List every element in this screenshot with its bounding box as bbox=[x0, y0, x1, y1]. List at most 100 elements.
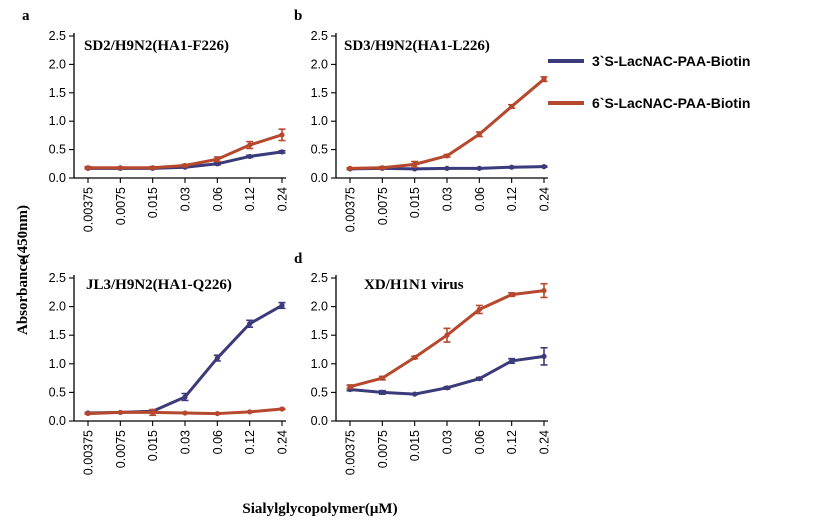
legend: 3`S-LacNAC-PAA-Biotin 6`S-LacNAC-PAA-Bio… bbox=[548, 53, 750, 111]
panel-letter: d bbox=[294, 251, 303, 267]
data-point-6s bbox=[347, 165, 353, 171]
x-axis-title: Sialylglycopolymer(μM) bbox=[242, 501, 397, 517]
y-tick-label: 2.0 bbox=[311, 57, 328, 71]
y-tick-label: 0.5 bbox=[49, 143, 66, 157]
x-tick-label: 0.24 bbox=[538, 430, 552, 454]
data-point-3s bbox=[509, 164, 515, 170]
y-tick-label: 1.5 bbox=[49, 86, 66, 100]
y-tick-label: 1.0 bbox=[311, 357, 328, 371]
chart-panel-d: d XD/H1N1 virus 0.0 0.5 1.0 1.5 2.0 2.5 0.00375 0… bbox=[294, 251, 552, 475]
y-tick-label: 2.5 bbox=[49, 29, 66, 43]
data-point-3s bbox=[379, 389, 385, 395]
y-tick-label: 1.5 bbox=[311, 328, 328, 342]
x-tick-label: 0.06 bbox=[211, 187, 225, 211]
x-tick-label: 0.06 bbox=[473, 430, 487, 454]
data-point-6s bbox=[444, 153, 450, 159]
data-point-6s bbox=[214, 410, 220, 417]
y-tick-label: 0.5 bbox=[311, 143, 328, 157]
x-tick-label: 0.0075 bbox=[376, 430, 390, 468]
data-point-6s bbox=[247, 409, 253, 415]
y-tick-label: 2.0 bbox=[49, 300, 66, 314]
x-tick-label: 0.00375 bbox=[82, 430, 96, 475]
y-tick-label: 2.0 bbox=[311, 300, 328, 314]
x-tick-label: 0.015 bbox=[408, 430, 422, 461]
x-tick-label: 0.24 bbox=[276, 430, 290, 454]
chart-panel-c: c JL3/H9N2(HA1-Q226) 0.0 0.5 1.0 1.5 2.0 2.5 0.0… bbox=[22, 251, 290, 475]
data-point-6s bbox=[150, 165, 156, 171]
x-tick-label: 0.12 bbox=[505, 187, 519, 211]
y-tick-label: 1.0 bbox=[311, 114, 328, 128]
x-tick-label: 0.03 bbox=[441, 430, 455, 454]
x-tick-label: 0.015 bbox=[146, 187, 160, 218]
y-tick-label: 0.5 bbox=[311, 385, 328, 399]
data-point-6s bbox=[509, 291, 515, 298]
data-point-6s bbox=[182, 410, 188, 416]
x-tick-label: 0.06 bbox=[211, 430, 225, 454]
data-point-6s bbox=[541, 287, 547, 294]
data-point-3s bbox=[476, 376, 482, 382]
data-point-3s bbox=[214, 161, 220, 167]
legend-label-3s: 3`S-LacNAC-PAA-Biotin bbox=[592, 53, 750, 69]
x-tick-label: 0.12 bbox=[243, 187, 257, 211]
data-point-3s bbox=[509, 358, 515, 364]
data-point-6s bbox=[444, 332, 450, 338]
data-point-3s bbox=[247, 153, 253, 160]
data-point-3s bbox=[214, 355, 220, 361]
x-tick-label: 0.24 bbox=[538, 187, 552, 211]
panel-title: SD2/H9N2(HA1-F226) bbox=[84, 38, 229, 54]
data-point-6s bbox=[347, 384, 353, 390]
data-point-6s bbox=[279, 132, 285, 138]
x-tick-label: 0.015 bbox=[408, 187, 422, 218]
data-point-6s bbox=[85, 410, 91, 417]
panel-letter: a bbox=[22, 8, 30, 24]
data-point-3s bbox=[182, 394, 188, 400]
x-tick-label: 0.12 bbox=[505, 430, 519, 454]
data-point-6s bbox=[117, 165, 123, 171]
y-tick-label: 0.0 bbox=[311, 414, 328, 428]
y-tick-label: 1.5 bbox=[49, 328, 66, 342]
data-point-6s bbox=[85, 165, 91, 171]
data-point-6s bbox=[476, 131, 482, 137]
data-point-3s bbox=[444, 385, 450, 391]
data-point-3s bbox=[476, 165, 482, 171]
panel-title: XD/H1N1 virus bbox=[364, 277, 464, 293]
data-point-6s bbox=[412, 354, 418, 361]
y-tick-label: 0.0 bbox=[49, 414, 66, 428]
x-tick-label: 0.015 bbox=[146, 430, 160, 461]
data-point-6s bbox=[247, 142, 253, 148]
y-tick-label: 1.0 bbox=[49, 114, 66, 128]
data-point-6s bbox=[476, 306, 482, 313]
data-point-3s bbox=[279, 302, 285, 309]
data-point-3s bbox=[412, 391, 418, 397]
data-point-6s bbox=[541, 76, 547, 82]
data-point-3s bbox=[279, 149, 285, 155]
panel-title: JL3/H9N2(HA1-Q226) bbox=[86, 277, 232, 293]
panel-letter: c bbox=[22, 251, 29, 267]
x-tick-label: 0.00375 bbox=[82, 187, 96, 232]
x-tick-label: 0.03 bbox=[179, 430, 193, 454]
y-axis-title: Absorbance(450nm) bbox=[15, 205, 31, 335]
panel-letter: b bbox=[294, 8, 302, 24]
x-tick-label: 0.03 bbox=[179, 187, 193, 211]
x-tick-label: 0.0075 bbox=[114, 430, 128, 468]
data-point-3s bbox=[247, 321, 253, 327]
x-tick-label: 0.03 bbox=[441, 187, 455, 211]
x-tick-label: 0.0075 bbox=[376, 187, 390, 225]
data-point-6s bbox=[412, 161, 418, 167]
y-tick-label: 2.0 bbox=[49, 57, 66, 71]
y-tick-label: 2.5 bbox=[311, 29, 328, 43]
data-point-6s bbox=[379, 165, 385, 171]
data-point-6s bbox=[279, 406, 285, 412]
chart-panel-a: a SD2/H9N2(HA1-F226) 0.0 0.5 1.0 1.5 2.0 2.5 0.0… bbox=[22, 8, 290, 232]
x-tick-label: 0.12 bbox=[243, 430, 257, 454]
y-tick-label: 0.0 bbox=[49, 171, 66, 185]
y-tick-label: 2.5 bbox=[49, 271, 66, 285]
data-point-3s bbox=[541, 353, 547, 359]
data-point-6s bbox=[214, 156, 220, 162]
x-tick-label: 0.00375 bbox=[344, 187, 358, 232]
y-tick-label: 2.5 bbox=[311, 271, 328, 285]
chart-panels: a SD2/H9N2(HA1-F226) 0.0 0.5 1.0 1.5 2.0 2.5 0.0… bbox=[22, 8, 552, 475]
y-tick-label: 1.0 bbox=[49, 357, 66, 371]
x-tick-label: 0.06 bbox=[473, 187, 487, 211]
